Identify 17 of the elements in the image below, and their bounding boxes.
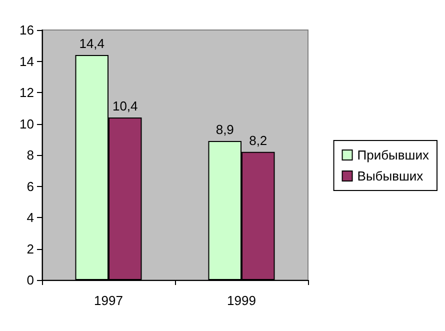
x-tick-label: 1999: [227, 293, 256, 308]
y-tick-label: 8: [26, 148, 34, 162]
y-tick-label: 2: [26, 241, 34, 256]
data-label: 10,4: [112, 98, 138, 114]
y-tick-label: 0: [26, 272, 34, 288]
y-tick-label: 6: [26, 178, 34, 194]
legend-label: Выбывших: [357, 168, 424, 184]
data-label: 8,9: [216, 122, 234, 137]
y-tick-label: 16: [20, 22, 34, 38]
y-tick-label: 10: [20, 116, 34, 132]
data-label: 14,4: [79, 36, 105, 51]
y-tick-label: 4: [26, 210, 34, 225]
y-tick-label: 12: [20, 85, 34, 100]
x-tick-label: 1997: [94, 293, 123, 308]
y-tick-label: 14: [20, 54, 34, 69]
data-label: 8,2: [249, 132, 268, 148]
legend-label: Прибывших: [357, 148, 430, 162]
